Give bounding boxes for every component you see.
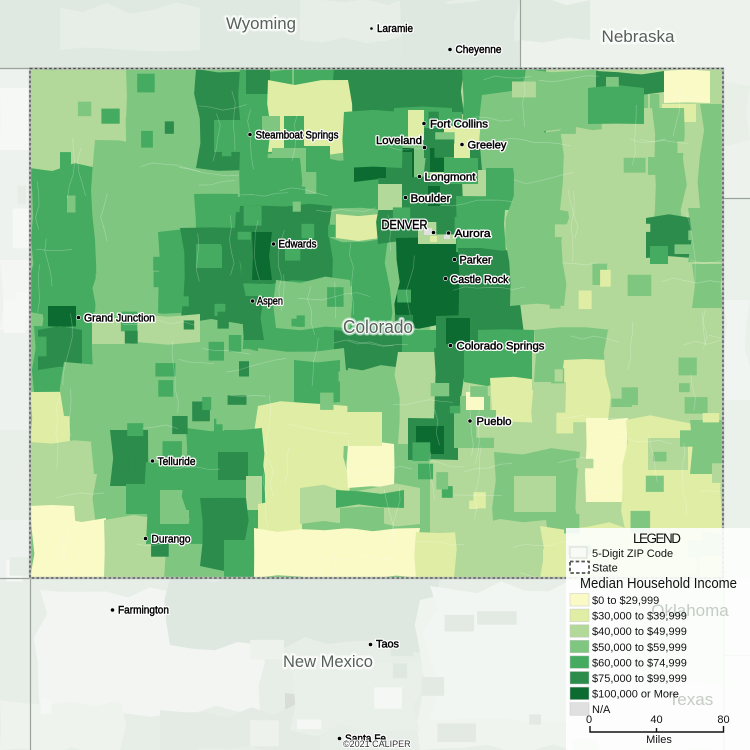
svg-text:Telluride: Telluride [158,456,196,468]
svg-text:Loveland: Loveland [376,135,422,147]
svg-text:Santa Fe: Santa Fe [345,733,386,745]
svg-text:Telluride: Telluride [158,456,196,468]
svg-text:Aurora: Aurora [455,228,492,240]
svg-text:Miles: Miles [646,734,672,746]
svg-text:$30,000 to $39,999: $30,000 to $39,999 [592,611,687,623]
svg-text:Santa Fe: Santa Fe [345,733,386,745]
svg-text:N/A: N/A [592,704,611,716]
svg-text:Colorado Springs: Colorado Springs [457,341,546,353]
svg-text:State: State [592,563,618,575]
svg-text:Wyoming: Wyoming [226,14,296,33]
svg-text:Castle Rock: Castle Rock [451,274,509,286]
svg-text:Fort Collins: Fort Collins [430,119,489,131]
svg-text:80: 80 [717,714,729,726]
svg-text:Median Household Income: Median Household Income [580,576,737,592]
svg-text:5-Digit ZIP Code: 5-Digit ZIP Code [592,548,673,560]
svg-text:Aspen: Aspen [257,296,283,308]
svg-text:Steamboat Springs: Steamboat Springs [256,130,339,142]
svg-text:0: 0 [586,714,592,726]
svg-text:Parker: Parker [460,255,492,267]
svg-text:Farmington: Farmington [118,605,169,617]
svg-text:Edwards: Edwards [279,239,317,251]
svg-text:Farmington: Farmington [118,605,169,617]
svg-text:Cheyenne: Cheyenne [456,44,502,56]
svg-text:Aspen: Aspen [257,296,283,308]
svg-text:Colorado: Colorado [343,317,413,337]
svg-text:Nebraska: Nebraska [602,27,676,46]
svg-text:Colorado: Colorado [343,317,413,337]
svg-text:Greeley: Greeley [468,140,507,152]
svg-text:Colorado: Colorado [343,317,413,337]
svg-text:Laramie: Laramie [377,23,413,35]
svg-text:New Mexico: New Mexico [283,652,373,671]
svg-text:Taos: Taos [376,639,399,651]
svg-text:Loveland: Loveland [376,135,422,147]
svg-text:Nebraska: Nebraska [602,27,676,46]
svg-text:40: 40 [650,714,662,726]
svg-text:Durango: Durango [152,534,191,546]
svg-text:Pueblo: Pueblo [477,416,512,428]
svg-text:$0 to $29,999: $0 to $29,999 [592,595,659,607]
svg-text:Texas: Texas [669,690,713,709]
svg-text:Greeley: Greeley [468,140,507,152]
svg-text:DENVER: DENVER [382,217,428,232]
svg-text:LEGEND: LEGEND [633,531,681,546]
svg-text:Boulder: Boulder [411,193,451,205]
svg-text:Longmont: Longmont [425,172,476,184]
svg-text:Colorado Springs: Colorado Springs [457,341,546,353]
svg-text:New Mexico: New Mexico [283,652,373,671]
svg-text:Fort Collins: Fort Collins [430,119,489,131]
svg-text:Longmont: Longmont [425,172,476,184]
svg-text:New Mexico: New Mexico [283,652,373,671]
svg-text:Parker: Parker [460,255,492,267]
svg-text:$40,000 to $49,999: $40,000 to $49,999 [592,626,687,638]
svg-text:Pueblo: Pueblo [477,416,512,428]
svg-text:Edwards: Edwards [279,239,317,251]
svg-text:DENVER: DENVER [382,217,428,232]
svg-text:Laramie: Laramie [377,23,413,35]
svg-text:Castle Rock: Castle Rock [451,274,509,286]
svg-text:$100,000 or More: $100,000 or More [592,689,679,701]
svg-text:Taos: Taos [376,639,399,651]
svg-text:Aurora: Aurora [455,228,492,240]
svg-text:Nebraska: Nebraska [602,27,676,46]
svg-text:Cheyenne: Cheyenne [456,44,502,56]
svg-text:Oklahoma: Oklahoma [651,601,729,620]
svg-text:Durango: Durango [152,534,191,546]
svg-text:Wyoming: Wyoming [226,14,296,33]
svg-text:Grand Junction: Grand Junction [84,313,155,325]
svg-text:$75,000 to $99,999: $75,000 to $99,999 [592,673,687,685]
svg-text:$50,000 to $59,999: $50,000 to $59,999 [592,642,687,654]
svg-text:Steamboat Springs: Steamboat Springs [256,130,339,142]
svg-text:Wyoming: Wyoming [226,14,296,33]
svg-text:©2021 CALIPER: ©2021 CALIPER [343,739,411,749]
svg-text:Grand Junction: Grand Junction [84,313,155,325]
svg-text:Boulder: Boulder [411,193,451,205]
svg-text:$60,000 to $74,999: $60,000 to $74,999 [592,657,687,669]
